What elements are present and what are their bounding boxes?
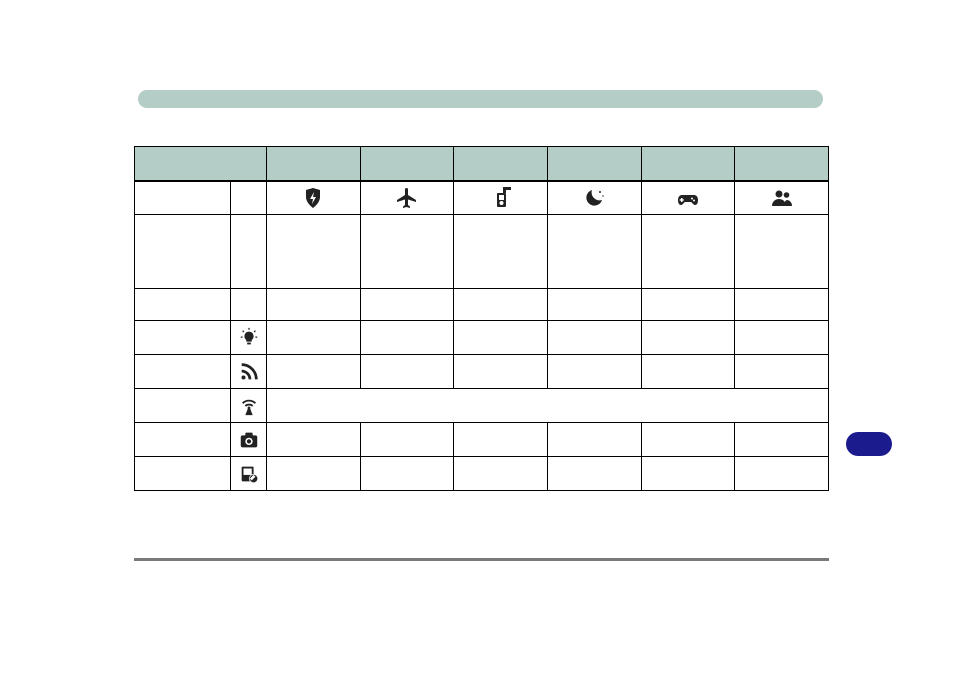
profile-icons-row [135, 181, 829, 215]
wifi-antenna-icon [231, 389, 267, 423]
gamepad-icon [641, 181, 735, 215]
table-row [135, 321, 829, 355]
side-tab[interactable] [846, 432, 892, 456]
table-row [135, 289, 829, 321]
footer-divider [134, 558, 829, 561]
header-bar [138, 90, 823, 108]
lightbulb-icon [231, 321, 267, 355]
table-row [135, 355, 829, 389]
airplane-icon [360, 181, 454, 215]
settings-table [134, 146, 829, 491]
edit-tag-icon [231, 457, 267, 491]
table-header-row [135, 147, 829, 181]
people-icon [735, 181, 829, 215]
table-row [135, 457, 829, 491]
camera-icon [231, 423, 267, 457]
shield-flash-icon [267, 181, 361, 215]
moon-icon [547, 181, 641, 215]
table-row [135, 423, 829, 457]
table-row [135, 215, 829, 289]
rss-icon [231, 355, 267, 389]
media-player-icon [454, 181, 548, 215]
table-row [135, 389, 829, 423]
